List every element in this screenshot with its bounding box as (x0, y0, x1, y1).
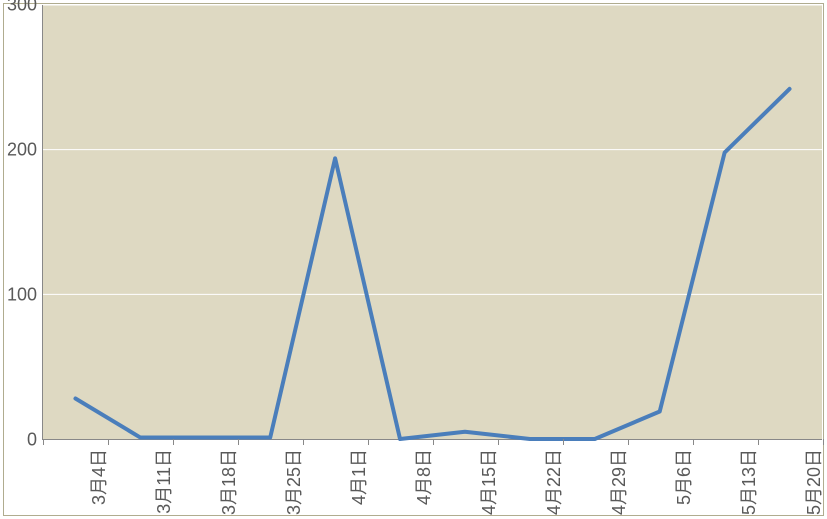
x-tick-mark (173, 439, 174, 445)
x-axis-label: 3月11日 (150, 449, 176, 514)
y-axis-label: 300 (7, 0, 43, 16)
data-line (43, 5, 822, 439)
x-tick-mark (238, 439, 239, 445)
line-chart: 0 100 200 300 3月4日 3月11日 3月18日 3月25日 4月1日 4月8日 4月1… (0, 0, 827, 519)
x-axis-label: 3月18日 (215, 449, 241, 515)
x-axis-label: 5月20日 (800, 449, 826, 515)
x-tick-mark (368, 439, 369, 445)
x-axis-label: 4月15日 (475, 449, 501, 515)
x-axis-label: 4月1日 (345, 449, 371, 505)
x-axis-label: 3月25日 (280, 449, 306, 515)
x-axis-label: 4月22日 (540, 449, 566, 515)
x-axis-label: 5月13日 (735, 449, 761, 515)
x-tick-mark (433, 439, 434, 445)
plot-area: 01002003003月4日3月11日3月18日3月25日4月1日4月8日4月1… (42, 5, 822, 440)
x-tick-mark (303, 439, 304, 445)
y-axis-label: 0 (27, 430, 43, 451)
x-axis-label: 5月6日 (670, 449, 696, 505)
x-axis-label: 4月29日 (605, 449, 631, 515)
x-tick-mark (108, 439, 109, 445)
x-tick-mark (823, 439, 824, 445)
x-tick-mark (563, 439, 564, 445)
x-tick-mark (693, 439, 694, 445)
x-axis-label: 4月8日 (410, 449, 436, 505)
x-tick-mark (43, 439, 44, 445)
y-axis-label: 100 (7, 285, 43, 306)
y-axis-label: 200 (7, 140, 43, 161)
x-tick-mark (498, 439, 499, 445)
x-axis-label: 3月4日 (85, 449, 111, 505)
x-tick-mark (758, 439, 759, 445)
x-tick-mark (628, 439, 629, 445)
